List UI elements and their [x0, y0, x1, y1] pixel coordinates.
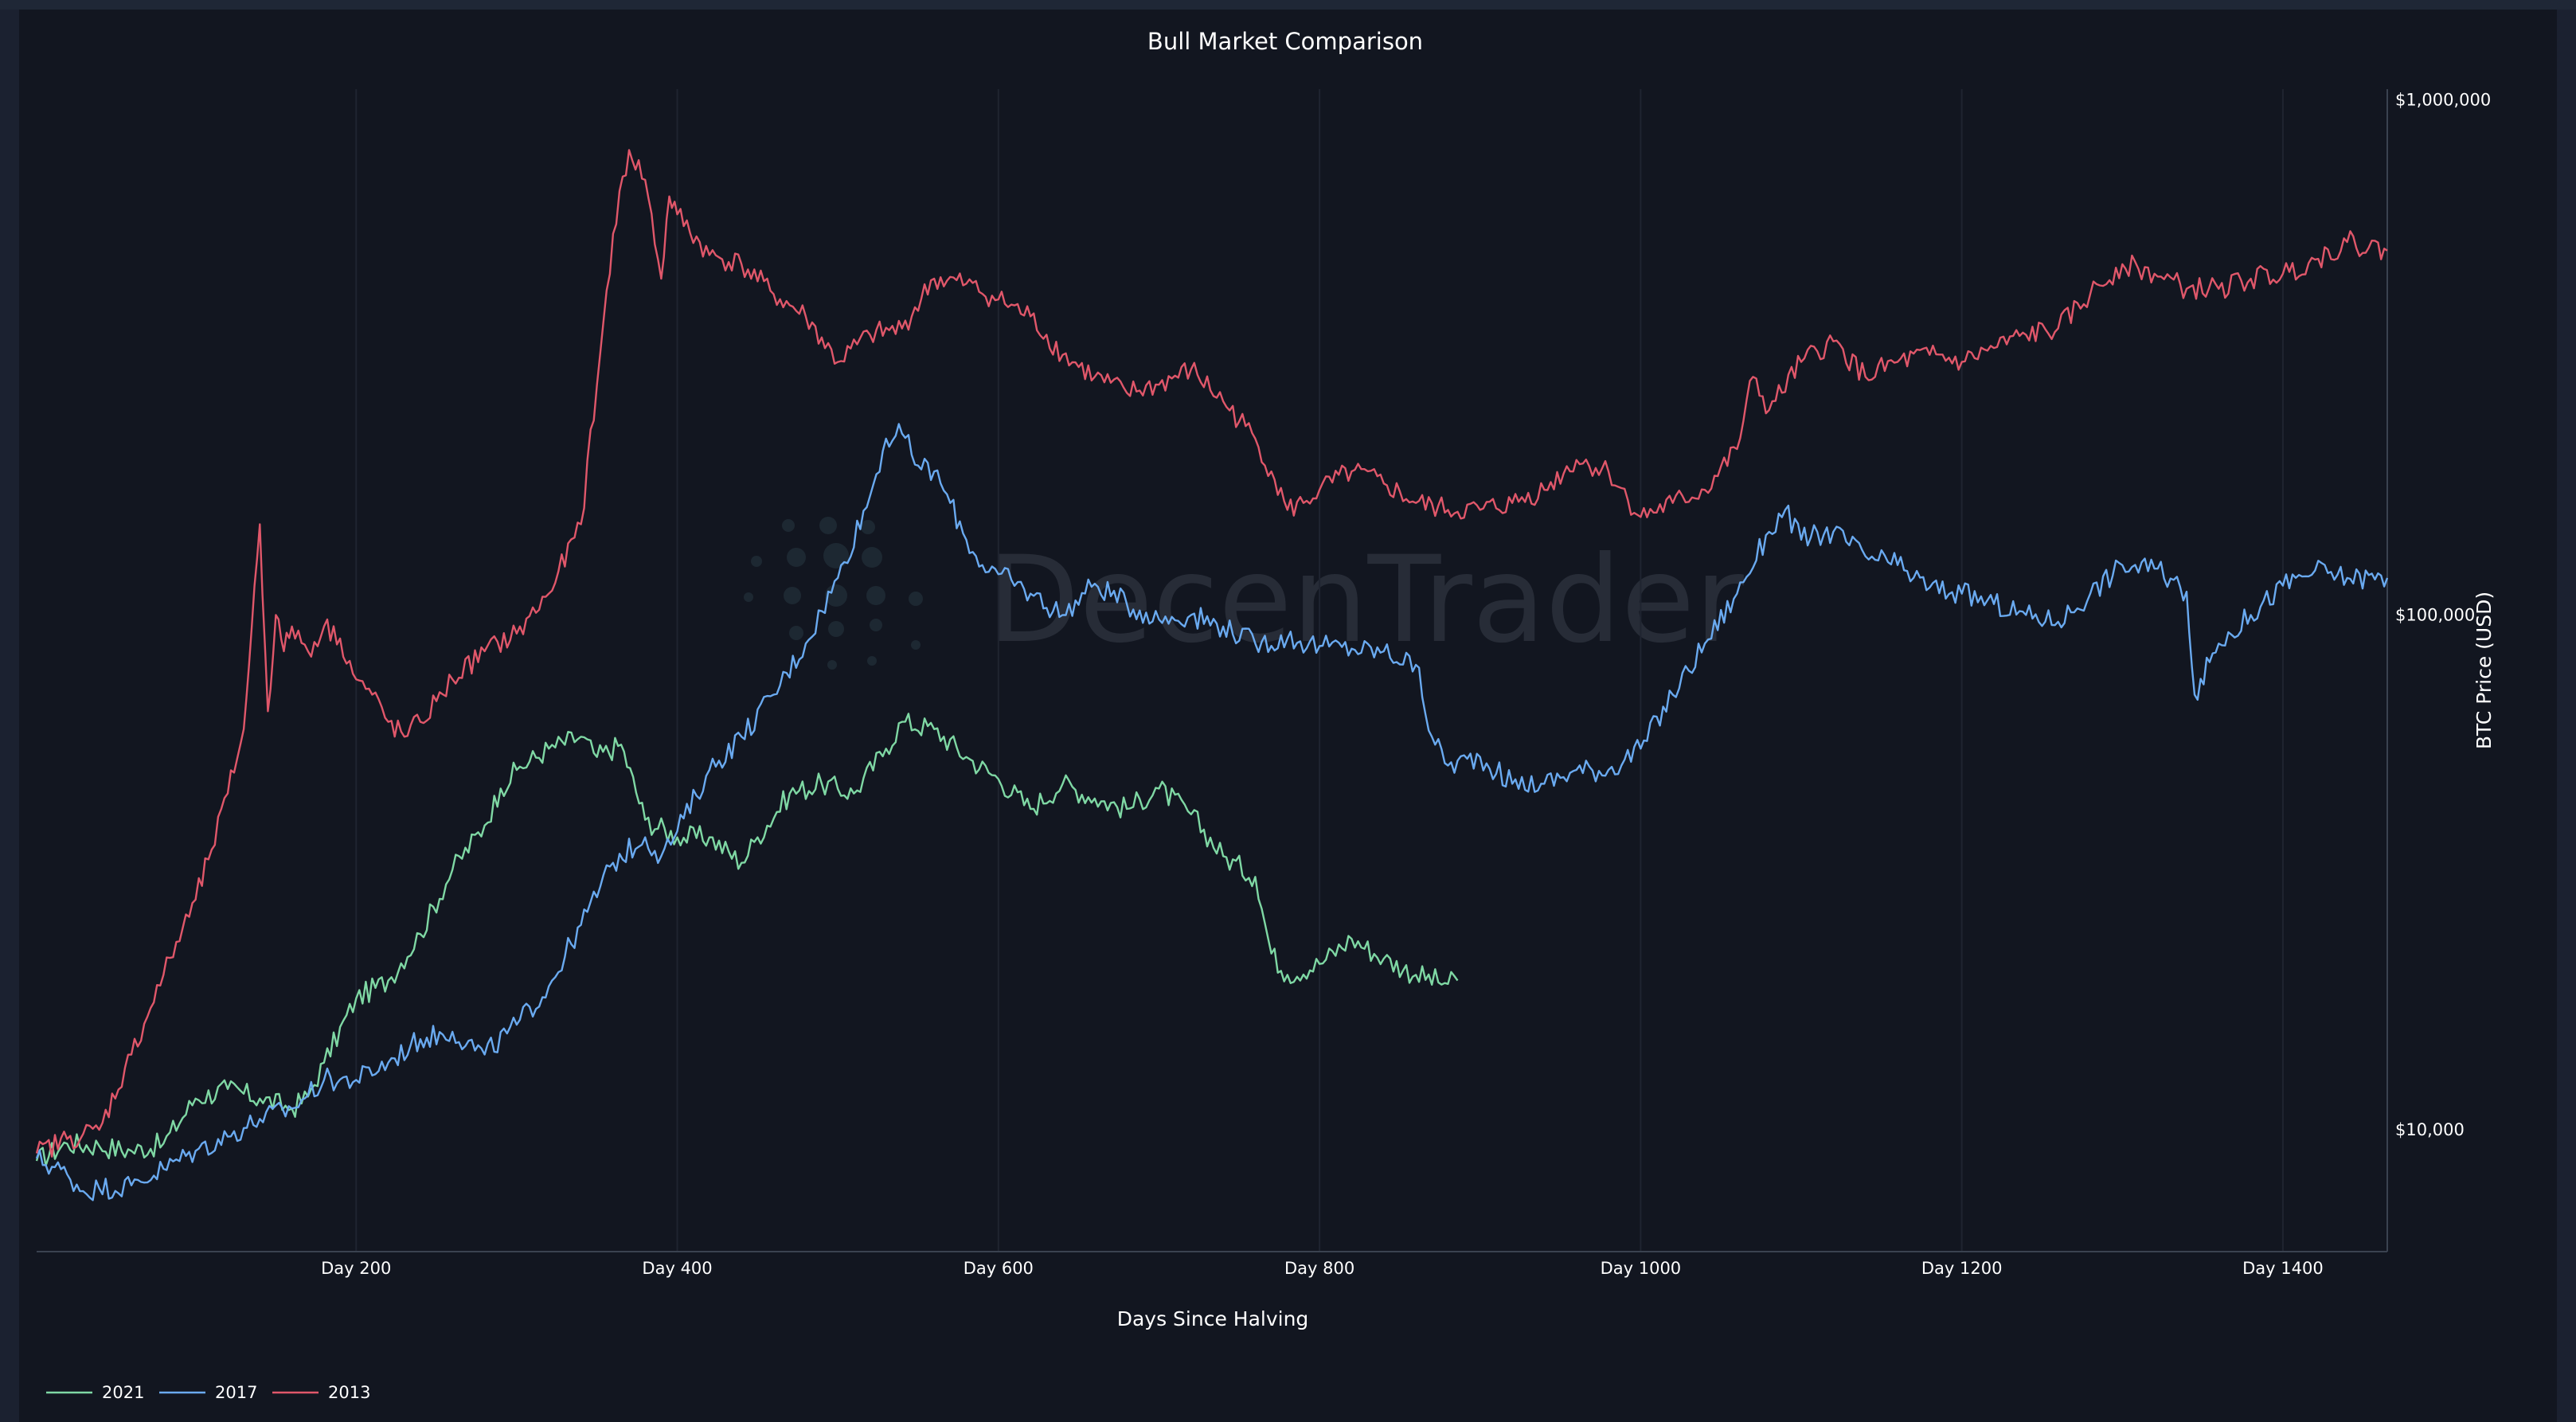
y-tick-label: $10,000 — [2395, 1120, 2465, 1139]
watermark-dot — [784, 587, 801, 604]
series-line-2017 — [35, 423, 2389, 1201]
legend-item-2017[interactable]: 2017 — [159, 1383, 257, 1402]
watermark-dot — [825, 584, 847, 607]
tick-labels: Day 200 Day 400 Day 600 Day 800 Day 1000 Day … — [321, 91, 2491, 1278]
y-axis-label: BTC Price (USD) — [2472, 592, 2496, 749]
legend-item-2013[interactable]: 2013 — [272, 1383, 370, 1402]
top-bar — [0, 0, 2576, 10]
x-axis-label: Days Since Halving — [1117, 1307, 1309, 1330]
watermark-dot — [866, 586, 885, 605]
watermark-dot — [823, 543, 849, 568]
x-tick-label: Day 600 — [964, 1259, 1034, 1278]
x-tick-label: Day 200 — [321, 1259, 391, 1278]
legend-item-2021[interactable]: 2021 — [46, 1383, 144, 1402]
legend-label: 2021 — [102, 1383, 144, 1402]
x-tick-label: Day 1200 — [1921, 1259, 2003, 1278]
watermark-dot — [911, 640, 921, 650]
watermark-dot — [867, 656, 877, 666]
legend: 2021 2017 2013 — [46, 1383, 370, 1402]
chart-panel — [19, 10, 2557, 1422]
watermark-text: DecenTrader — [987, 531, 1744, 670]
watermark-dot — [909, 592, 923, 606]
x-tick-label: Day 800 — [1284, 1259, 1354, 1278]
watermark: DecenTrader — [744, 517, 1744, 670]
axes — [37, 89, 2388, 1252]
series-line-2013 — [35, 149, 2388, 1158]
watermark-dot — [744, 592, 753, 602]
watermark-dot — [819, 517, 837, 534]
legend-label: 2017 — [215, 1383, 257, 1402]
watermark-dot — [789, 626, 803, 640]
watermark-dot — [782, 519, 795, 532]
watermark-dot — [787, 548, 806, 567]
watermark-dot — [827, 660, 837, 670]
series-line-2021 — [35, 713, 1459, 1167]
watermark-dot — [870, 619, 882, 631]
chart-title: Bull Market Comparison — [1147, 28, 1423, 55]
x-tick-label: Day 400 — [642, 1259, 712, 1278]
vertical-gridlines — [355, 89, 2284, 1252]
series-layer — [35, 149, 2389, 1201]
watermark-dot — [862, 547, 882, 568]
legend-label: 2013 — [328, 1383, 370, 1402]
y-tick-label: $1,000,000 — [2395, 91, 2491, 110]
watermark-dot — [751, 556, 762, 567]
watermark-dot — [861, 520, 875, 534]
watermark-dot — [828, 621, 844, 637]
x-tick-label: Day 1400 — [2242, 1259, 2324, 1278]
x-tick-label: Day 1000 — [1601, 1259, 1682, 1278]
y-tick-label: $100,000 — [2395, 605, 2475, 624]
